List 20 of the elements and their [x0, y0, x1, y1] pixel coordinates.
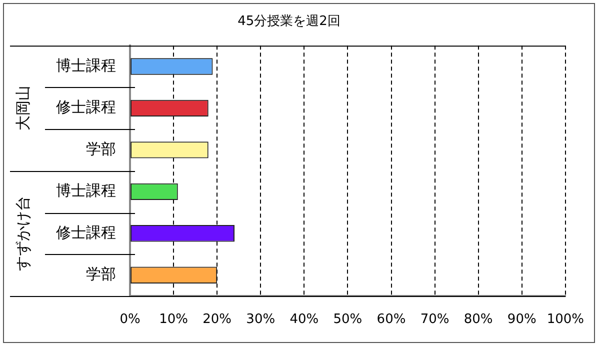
y-tick-label: 修士課程: [56, 223, 116, 242]
y-tick-label: 博士課程: [56, 182, 116, 200]
x-tick-label: 20%: [202, 312, 232, 328]
x-tick-label: 70%: [420, 312, 450, 328]
x-tick-label: 30%: [246, 312, 276, 328]
x-tick-label: 90%: [507, 312, 536, 328]
y-tick-label: 学部: [86, 265, 116, 284]
chart-title: 45分授業を週2回: [238, 14, 340, 30]
x-tick-label: 60%: [376, 312, 406, 328]
x-tick-label: 80%: [464, 312, 493, 328]
x-tick-label: 10%: [159, 312, 188, 328]
y-tick-label: 学部: [86, 140, 116, 158]
text: 大岡山: [14, 86, 32, 131]
x-tick-label: 100%: [546, 312, 584, 328]
y-tick-label: 博士課程: [56, 56, 116, 74]
x-tick-label: 50%: [333, 312, 362, 328]
y-tick-label: 修士課程: [56, 98, 116, 116]
x-tick-label: 0%: [120, 312, 140, 328]
x-tick-label: 40%: [290, 312, 319, 328]
text: すずかけ台: [14, 196, 32, 271]
